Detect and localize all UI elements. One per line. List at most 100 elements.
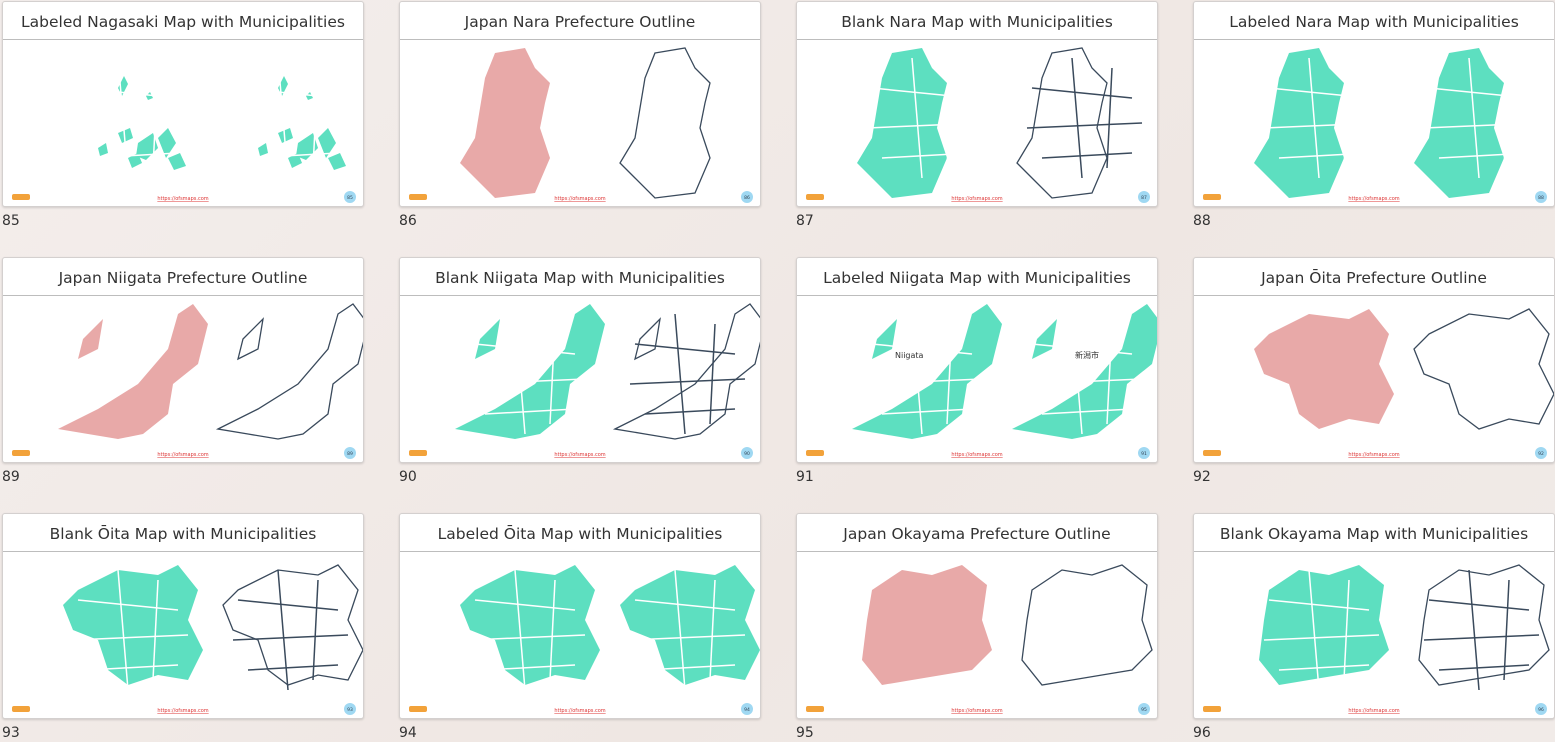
logo bbox=[806, 450, 824, 456]
map-shape bbox=[1016, 47, 1108, 199]
map-shape bbox=[857, 48, 947, 198]
municipality-border bbox=[469, 378, 586, 385]
slide-card[interactable]: Japan Okayama Prefecture Outline https://… bbox=[796, 513, 1158, 719]
municipality-border bbox=[1468, 57, 1480, 179]
slide-number: 96 bbox=[1193, 725, 1211, 741]
map-shape bbox=[475, 319, 500, 359]
logo bbox=[12, 450, 30, 456]
map-shape bbox=[128, 153, 142, 168]
slide-preview: https://ofsmaps.com 90 bbox=[409, 303, 760, 459]
municipality-border bbox=[629, 378, 746, 385]
footer-url: https://ofsmaps.com bbox=[554, 196, 605, 202]
slide-card[interactable]: Blank Ōita Map with Municipalities https:… bbox=[2, 513, 364, 719]
municipality-border bbox=[1041, 152, 1133, 159]
prefecture-map bbox=[862, 565, 992, 685]
slide-preview: https://ofsmaps.com 86 bbox=[409, 47, 753, 203]
slide-badge-number: 93 bbox=[347, 707, 353, 713]
map-shape bbox=[63, 565, 203, 685]
slide-preview: https://ofsmaps.com 87 bbox=[806, 47, 1150, 203]
prefecture-map bbox=[460, 48, 550, 198]
slide-preview: https://ofsmaps.com 89 bbox=[12, 303, 363, 459]
slide-card[interactable]: Labeled Nara Map with Municipalities http… bbox=[1193, 1, 1555, 207]
prefecture-map bbox=[620, 565, 760, 691]
map-shape bbox=[288, 153, 302, 168]
slide-card[interactable]: Blank Nara Map with Municipalities https:… bbox=[796, 1, 1158, 207]
municipality-border bbox=[237, 87, 339, 99]
municipality-border bbox=[232, 122, 349, 129]
municipality-border bbox=[709, 323, 716, 425]
slide-card[interactable]: Blank Okayama Map with Municipalities htt… bbox=[1193, 513, 1555, 719]
footer-url: https://ofsmaps.com bbox=[157, 452, 208, 458]
slide-number: 88 bbox=[1193, 213, 1211, 229]
logo bbox=[12, 194, 30, 200]
map-shape bbox=[455, 304, 605, 439]
prefecture-map bbox=[222, 564, 363, 691]
map-shape bbox=[306, 92, 313, 100]
municipality-border bbox=[152, 67, 159, 169]
slide-number: 86 bbox=[399, 213, 417, 229]
map-shape bbox=[158, 128, 176, 158]
footer-url: https://ofsmaps.com bbox=[554, 452, 605, 458]
slide-preview: https://ofsmaps.com 88 bbox=[1203, 48, 1547, 203]
slide-badge-number: 90 bbox=[744, 451, 750, 457]
map-shape bbox=[852, 304, 1002, 439]
municipality-border bbox=[549, 323, 556, 425]
slide-number: 91 bbox=[796, 469, 814, 485]
municipality-border bbox=[1438, 152, 1530, 159]
prefecture-map bbox=[63, 565, 203, 691]
slide-badge bbox=[741, 447, 753, 459]
logo bbox=[12, 706, 30, 712]
slide-number: 85 bbox=[2, 213, 20, 229]
map-shape bbox=[460, 565, 600, 685]
municipality-border bbox=[1263, 122, 1380, 129]
municipality-border bbox=[1343, 67, 1350, 169]
map-shape bbox=[78, 319, 103, 359]
slide-card[interactable]: Japan Niigata Prefecture Outline https://… bbox=[2, 257, 364, 463]
slide-card[interactable]: Labeled Niigata Map with Municipalities N… bbox=[796, 257, 1158, 463]
municipality-border bbox=[117, 569, 129, 691]
slide-badge-number: 89 bbox=[347, 451, 353, 457]
slide-card[interactable]: Japan Nara Prefecture Outline https://ofs… bbox=[399, 1, 761, 207]
municipality-border bbox=[1071, 313, 1083, 435]
prefecture-map bbox=[619, 47, 711, 199]
slide-card[interactable]: Japan Ōita Prefecture Outline https://ofs… bbox=[1193, 257, 1555, 463]
prefecture-map bbox=[460, 565, 600, 691]
municipality-border bbox=[1106, 67, 1113, 169]
map-shape bbox=[620, 565, 760, 685]
prefecture-map bbox=[1021, 564, 1153, 686]
slide-badge bbox=[1138, 191, 1150, 203]
municipality-border bbox=[674, 313, 686, 435]
footer-url: https://ofsmaps.com bbox=[951, 196, 1002, 202]
prefecture-map bbox=[1413, 308, 1554, 430]
slide-badge bbox=[1535, 703, 1547, 715]
municipality-border bbox=[77, 87, 179, 99]
municipality-border bbox=[709, 579, 716, 681]
slide-title: Labeled Ōita Map with Municipalities bbox=[400, 514, 760, 552]
municipality-border bbox=[644, 664, 736, 671]
municipality-border bbox=[1428, 87, 1530, 99]
slide-preview: https://ofsmaps.com 95 bbox=[806, 564, 1153, 715]
municipality-border bbox=[1031, 343, 1133, 355]
municipality-border bbox=[1278, 152, 1370, 159]
prefecture-map bbox=[1418, 564, 1550, 691]
municipality-border bbox=[87, 664, 179, 671]
prefecture-map bbox=[72, 57, 189, 179]
slide-badge-number: 86 bbox=[744, 195, 750, 201]
municipality-border bbox=[237, 599, 339, 611]
slide-card[interactable]: Labeled Ōita Map with Municipalities http… bbox=[399, 513, 761, 719]
slide-title: Blank Niigata Map with Municipalities bbox=[400, 258, 760, 296]
prefecture-map bbox=[857, 48, 983, 198]
prefecture-map bbox=[1259, 565, 1389, 691]
slide-badge bbox=[1535, 447, 1547, 459]
map-shape bbox=[168, 153, 186, 170]
slide-card[interactable]: Labeled Nagasaki Map with Municipalities… bbox=[2, 1, 364, 207]
map-shape bbox=[634, 317, 661, 361]
municipality-border bbox=[484, 664, 576, 671]
municipality-border bbox=[312, 579, 319, 681]
map-label: Niigata bbox=[895, 351, 924, 360]
municipality-border bbox=[152, 579, 159, 681]
map-shape bbox=[619, 47, 711, 199]
prefecture-map bbox=[58, 304, 208, 439]
municipality-border bbox=[1423, 634, 1540, 641]
slide-card[interactable]: Blank Niigata Map with Municipalities htt… bbox=[399, 257, 761, 463]
